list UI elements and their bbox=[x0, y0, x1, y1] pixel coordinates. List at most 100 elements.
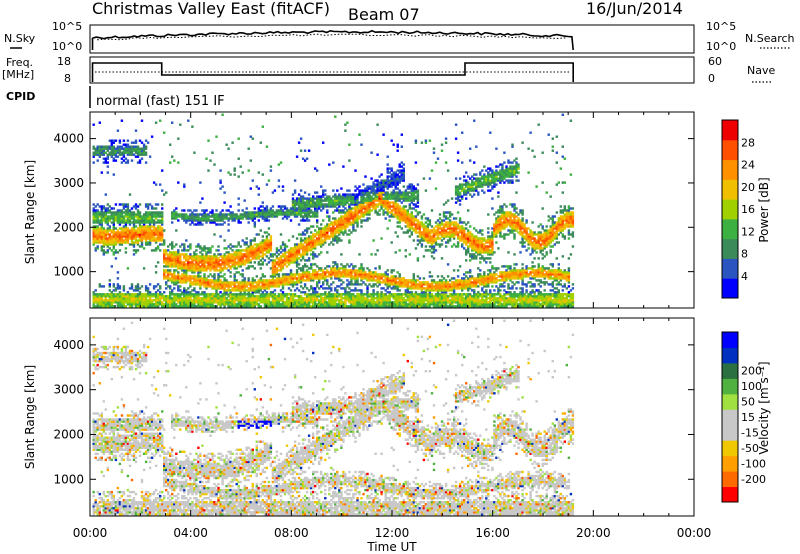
power-cell bbox=[354, 169, 357, 172]
power-cell bbox=[134, 303, 138, 306]
power-cell bbox=[207, 299, 210, 302]
power-cell bbox=[159, 301, 162, 304]
power-cell bbox=[215, 249, 218, 252]
power-cell bbox=[193, 275, 196, 278]
power-cell bbox=[136, 293, 140, 296]
power-cell bbox=[177, 279, 180, 282]
power-cell bbox=[243, 259, 246, 262]
power-cell bbox=[130, 211, 134, 214]
power-cell bbox=[173, 251, 176, 254]
power-cell bbox=[229, 215, 232, 218]
power-cell bbox=[140, 295, 144, 298]
power-cell bbox=[108, 295, 111, 298]
power-cell bbox=[102, 305, 105, 308]
power-cell bbox=[106, 241, 109, 244]
power-cell bbox=[185, 289, 188, 292]
power-cell bbox=[265, 145, 269, 148]
power-cell bbox=[364, 175, 367, 178]
power-cell bbox=[92, 147, 95, 150]
power-cell bbox=[171, 245, 174, 248]
power-cell bbox=[122, 203, 126, 206]
power-cell bbox=[148, 237, 152, 240]
power-cell bbox=[185, 299, 188, 302]
power-cell bbox=[169, 273, 172, 276]
power-cell bbox=[173, 297, 176, 300]
power-cell bbox=[104, 147, 107, 150]
power-cell bbox=[114, 139, 118, 142]
power-cell bbox=[92, 227, 95, 230]
power-cell bbox=[235, 257, 238, 260]
power-cell bbox=[128, 297, 132, 300]
power-cell bbox=[185, 291, 188, 294]
power-cell bbox=[146, 231, 150, 234]
power-cell bbox=[102, 239, 105, 242]
power-cell bbox=[148, 223, 152, 226]
power-cell bbox=[181, 213, 184, 216]
power-cell bbox=[223, 257, 226, 260]
power-cell bbox=[124, 231, 128, 234]
power-cell bbox=[237, 219, 240, 222]
power-cell bbox=[130, 229, 134, 232]
power-cell bbox=[146, 243, 150, 246]
power-cell bbox=[209, 297, 212, 300]
power-cell bbox=[209, 249, 212, 252]
power-cell bbox=[199, 299, 202, 302]
power-cell bbox=[110, 241, 113, 244]
power-cell bbox=[130, 301, 134, 304]
power-cell bbox=[116, 149, 120, 152]
noise-right-label: N.Search bbox=[745, 32, 795, 45]
power-cell bbox=[114, 219, 118, 222]
power-cell bbox=[245, 237, 248, 240]
power-cell bbox=[100, 151, 103, 154]
power-cell bbox=[179, 281, 182, 284]
power-cell bbox=[161, 203, 164, 206]
power-cell bbox=[201, 253, 204, 256]
power-cell bbox=[165, 301, 168, 304]
power-cell bbox=[225, 285, 228, 288]
power-cell bbox=[243, 283, 246, 286]
power-cell bbox=[100, 239, 103, 242]
power-cell bbox=[110, 299, 113, 302]
power-cell bbox=[199, 247, 202, 250]
power-cell bbox=[102, 243, 105, 246]
power-cell bbox=[181, 253, 184, 256]
power-cell bbox=[229, 275, 232, 278]
power-cell bbox=[197, 259, 200, 262]
power-cell bbox=[165, 263, 168, 266]
power-cell bbox=[241, 171, 244, 174]
power-cell bbox=[217, 263, 220, 266]
power-cell bbox=[175, 275, 178, 278]
power-cell bbox=[144, 217, 148, 220]
power-cell bbox=[175, 303, 178, 306]
power-cell bbox=[261, 279, 264, 282]
power-cell bbox=[183, 275, 186, 278]
power-cell bbox=[197, 267, 200, 270]
power-cell bbox=[104, 235, 107, 238]
power-cell bbox=[102, 147, 105, 150]
power-cell bbox=[124, 235, 128, 238]
power-cell bbox=[227, 301, 230, 304]
power-cell bbox=[370, 151, 373, 154]
power-cell bbox=[100, 305, 103, 308]
power-cell bbox=[167, 299, 170, 302]
power-cell bbox=[352, 283, 355, 286]
power-cell bbox=[142, 149, 146, 152]
power-cell bbox=[112, 247, 115, 250]
power-cell bbox=[114, 257, 118, 260]
power-cell bbox=[142, 305, 146, 308]
power-cell bbox=[116, 229, 120, 232]
power-cell bbox=[150, 293, 154, 296]
power-cell bbox=[92, 235, 95, 238]
power-cell bbox=[171, 273, 174, 276]
power-cell bbox=[211, 245, 214, 248]
power-cell bbox=[110, 235, 113, 238]
power-cell bbox=[183, 291, 186, 294]
power-cell bbox=[144, 297, 148, 300]
power-cell bbox=[128, 295, 132, 298]
power-cell bbox=[183, 295, 186, 298]
power-cell bbox=[146, 293, 150, 296]
power-cell bbox=[179, 303, 182, 306]
power-cell bbox=[118, 215, 122, 218]
power-cell bbox=[368, 185, 371, 188]
power-cell bbox=[243, 287, 246, 290]
